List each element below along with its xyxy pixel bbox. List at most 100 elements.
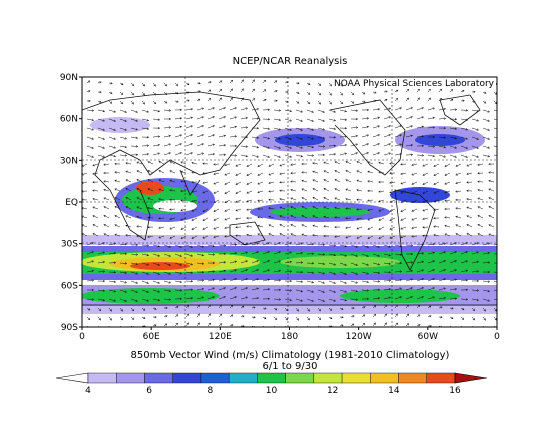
wind-arrow: [367, 199, 374, 202]
wind-arrow: [114, 224, 121, 228]
wind-arrow: [317, 280, 326, 284]
wind-arrow: [383, 288, 392, 291]
wind-arrow: [367, 226, 374, 230]
wind-arrow: [460, 288, 469, 291]
wind-arrow: [449, 316, 454, 319]
wind-arrow: [306, 136, 315, 140]
wind-arrow: [350, 306, 355, 310]
wind-arrow: [482, 316, 486, 321]
wind-arrow: [405, 144, 414, 147]
wind-arrow: [372, 108, 381, 111]
wind-arrow: [185, 244, 194, 248]
wind-arrow: [185, 322, 189, 327]
wind-arrow: [383, 279, 392, 282]
wind-arrow: [394, 313, 398, 318]
wind-arrow: [493, 298, 497, 301]
wind-arrow: [130, 100, 134, 105]
wind-arrow: [108, 307, 112, 312]
wind-arrow: [317, 91, 322, 96]
wind-arrow: [471, 127, 480, 131]
wind-arrow: [180, 189, 187, 193]
wind-arrow: [295, 280, 304, 283]
wind-arrow: [119, 118, 128, 122]
wind-arrow: [405, 134, 414, 138]
wind-arrow: [279, 206, 286, 210]
wind-arrow: [125, 234, 132, 237]
wind-arrow: [207, 81, 212, 84]
wind-arrow: [482, 91, 487, 94]
wind-arrow: [114, 215, 121, 219]
wind-arrow: [367, 235, 374, 239]
wind-arrow: [488, 197, 495, 201]
wind-arrow: [339, 289, 348, 293]
wind-arrow: [114, 197, 121, 201]
credit-bg: [350, 78, 496, 89]
wind-arrow: [356, 161, 363, 165]
wind-arrow: [471, 90, 476, 94]
wind-arrow: [444, 190, 451, 194]
wind-arrow: [400, 163, 407, 166]
wind-arrow: [86, 99, 91, 103]
wind-arrow: [493, 244, 497, 246]
wind-arrow: [180, 199, 187, 202]
wind-arrow: [383, 322, 387, 327]
wind-arrow: [306, 243, 315, 246]
lat-label: 30S: [61, 240, 78, 250]
wind-arrow: [82, 163, 88, 167]
wind-arrow: [273, 99, 278, 103]
wind-arrow: [97, 251, 106, 255]
wind-arrow: [152, 135, 161, 138]
wind-arrow: [174, 280, 183, 284]
wind-arrow: [455, 233, 462, 237]
wind-arrow: [356, 235, 363, 239]
wind-arrow: [279, 198, 286, 201]
wind-arrow: [213, 235, 220, 239]
wind-arrow: [383, 271, 392, 274]
lon-label: 60E: [143, 332, 160, 342]
wind-arrow: [449, 307, 454, 310]
wind-arrow: [350, 323, 355, 327]
wind-arrow: [97, 145, 106, 149]
wind-arrow: [229, 243, 238, 246]
wind-arrow: [372, 134, 381, 138]
wind-arrow: [174, 82, 179, 86]
wind-arrow: [218, 261, 227, 264]
wind-arrow: [411, 172, 418, 176]
wind-arrow: [119, 100, 124, 105]
wind-arrow: [460, 127, 469, 131]
wind-arrow: [92, 197, 99, 201]
lat-label: EQ: [65, 198, 78, 208]
wind-arrow: [196, 90, 201, 93]
wind-arrow: [416, 260, 425, 264]
wind-arrow: [152, 271, 161, 275]
wind-arrow: [301, 179, 308, 183]
wind-arrow: [411, 235, 418, 238]
wind-arrow: [361, 125, 370, 129]
wind-arrow: [444, 233, 451, 237]
wind-arrow: [416, 314, 421, 318]
wind-arrow: [196, 262, 205, 265]
wind-arrow: [339, 127, 348, 130]
wind-arrow: [174, 143, 183, 147]
wind-arrow: [400, 181, 407, 185]
wind-arrow: [383, 304, 388, 309]
wind-arrow: [482, 109, 491, 113]
wind-arrow: [191, 208, 198, 212]
wind-arrow: [350, 126, 359, 129]
wind-arrow: [350, 271, 359, 275]
wind-arrow: [262, 251, 271, 255]
wind-arrow: [411, 199, 418, 203]
wind-arrow: [279, 163, 286, 167]
wind-arrow: [383, 244, 392, 248]
wind-arrow: [229, 135, 238, 138]
wind-arrow: [356, 217, 363, 221]
lon-label: 0: [494, 332, 500, 342]
wind-arrow: [339, 82, 343, 87]
wind-arrow: [471, 289, 480, 292]
wind-arrow: [169, 235, 176, 239]
wind-arrow: [317, 127, 326, 131]
wind-arrow: [196, 125, 205, 129]
wind-arrow: [262, 242, 271, 246]
wind-arrow: [339, 109, 348, 113]
wind-arrow: [449, 136, 458, 140]
